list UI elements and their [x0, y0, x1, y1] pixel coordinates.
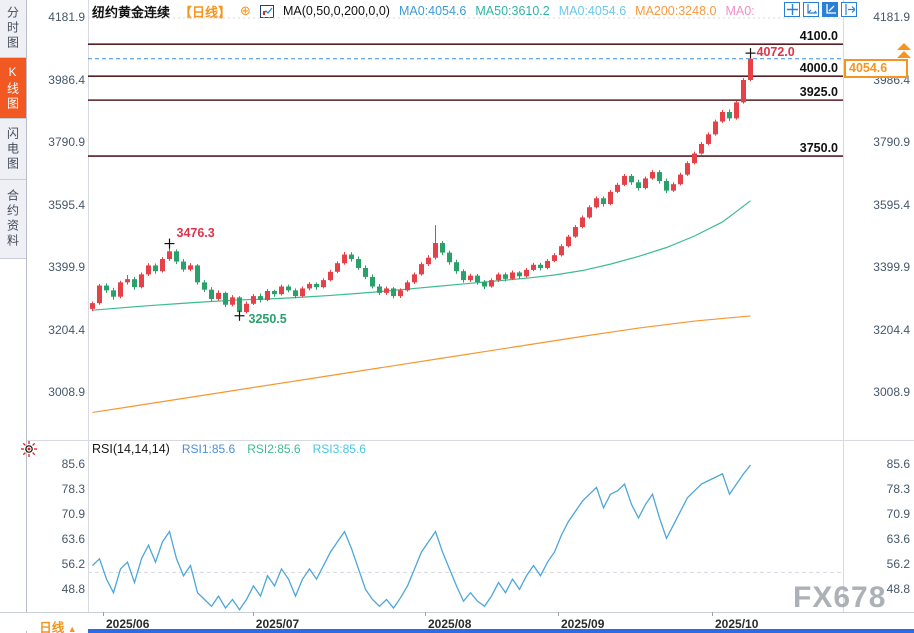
sidebar-tab-contract-info[interactable]: 合约资料 — [0, 180, 26, 259]
tab-label: 分时图 — [5, 6, 20, 51]
rsi-axis-label-left: 56.2 — [61, 556, 85, 571]
price-axis-label-left: 3595.4 — [48, 197, 85, 212]
tab-label: 合约资料 — [5, 189, 20, 249]
month-label: 2025/07 — [255, 617, 300, 631]
current-price-badge: 4054.6 — [844, 59, 908, 78]
sidebar-tab-timeshare[interactable]: 分时图 — [0, 0, 26, 58]
ma0b-value: MA0:4054.6 — [558, 4, 627, 18]
price-annotation: 4072.0 — [756, 45, 795, 60]
rsi-axis-label-right: 56.2 — [886, 556, 910, 571]
triangle-up-icon: ▲ — [67, 624, 77, 633]
period-selector[interactable]: 日线 ▲ — [28, 617, 88, 633]
month-label: 2025/06 — [106, 617, 150, 631]
price-axis-label-right: 3204.4 — [873, 322, 910, 337]
price-axis-label-left: 3790.9 — [48, 135, 85, 149]
hline-label: 3750.0 — [799, 141, 838, 156]
rsi1-value: RSI1:85.6 — [181, 442, 236, 456]
ma0c-value: MA0: — [725, 4, 755, 18]
month-label: 2025/08 — [428, 617, 472, 631]
plot-left-border — [88, 0, 89, 633]
rsi-chart[interactable] — [88, 440, 843, 612]
sidebar-tab-kline[interactable]: K线图 — [0, 58, 26, 119]
month-tick — [103, 612, 104, 616]
move-icon[interactable] — [784, 2, 800, 17]
watermark: FX678 — [793, 581, 887, 614]
month-tick — [425, 612, 426, 616]
price-axis-label-left: 3986.4 — [48, 72, 85, 87]
chart-toolbar — [784, 2, 857, 17]
period-tag[interactable]: 【日线】 — [179, 4, 232, 20]
instrument-title: 纽约黄金连续 — [92, 4, 171, 20]
rsi-axis-label-right: 78.3 — [886, 481, 910, 496]
month-label: 2025/09 — [561, 617, 605, 631]
hline-label: 4100.0 — [799, 29, 838, 44]
price-axis-label-right: 3008.9 — [873, 385, 910, 399]
chart-fit-icon[interactable] — [822, 2, 838, 17]
mini-chart-icon[interactable] — [259, 4, 274, 18]
rsi-axis-label-left: 48.8 — [61, 582, 85, 596]
price-axis-label-right: 3790.9 — [873, 135, 910, 149]
rsi-axis-label-left: 78.3 — [61, 481, 85, 496]
price-axis-label-left: 3008.9 — [48, 385, 85, 399]
month-label: 2025/10 — [715, 617, 759, 631]
ma50-value: MA50:3610.2 — [475, 4, 550, 18]
axis-scale-icon[interactable] — [803, 2, 819, 17]
price-annotation: 3250.5 — [248, 311, 287, 326]
ma-settings-text: MA(0,50,0,200,0,0) — [282, 4, 390, 18]
rsi-axis-label-right: 85.6 — [886, 457, 910, 471]
ma0-value: MA0:4054.6 — [398, 4, 467, 18]
hline-label: 4000.0 — [799, 61, 838, 76]
tab-label: K线图 — [5, 64, 20, 112]
price-annotation: 3476.3 — [176, 225, 215, 240]
rsi-axis-label-left: 70.9 — [61, 506, 85, 521]
price-up-arrow — [897, 51, 911, 58]
price-axis-label-left: 3399.9 — [48, 260, 85, 274]
pane-separator — [27, 440, 914, 441]
bottom-scrollbar[interactable] — [88, 629, 914, 633]
month-tick — [558, 612, 559, 616]
price-up-arrow — [897, 43, 911, 50]
add-indicator-icon[interactable]: ⊕ — [240, 3, 251, 18]
rsi-axis-label-right: 48.8 — [886, 582, 910, 596]
rsi-axis-label-left: 63.6 — [61, 531, 85, 546]
price-axis-label-left: 4181.9 — [48, 10, 85, 24]
period-label: 日线 — [39, 621, 65, 633]
chart-header: 纽约黄金连续 【日线】 ⊕ MA(0,50,0,200,0,0) MA0:405… — [92, 3, 755, 20]
collapse-right-icon[interactable] — [841, 2, 857, 17]
price-axis-label-right: 3399.9 — [873, 260, 910, 274]
rsi2-value: RSI2:85.6 — [247, 442, 301, 456]
plot-right-border — [843, 0, 844, 612]
rsi-settings-text: RSI(14,14,14) — [92, 442, 170, 456]
tab-label: 闪电图 — [5, 126, 20, 172]
rsi3-value: RSI3:85.6 — [312, 442, 366, 456]
price-axis-label-left: 3204.4 — [48, 322, 85, 337]
rsi-header: RSI(14,14,14) RSI1:85.6 RSI2:85.6 RSI3:8… — [92, 442, 366, 456]
chart-mode-sidebar: 分时图 K线图 闪电图 合约资料 — [0, 0, 27, 633]
price-axis-label-right: 3595.4 — [873, 197, 910, 212]
month-tick — [712, 612, 713, 616]
sidebar-tab-lightning[interactable]: 闪电图 — [0, 119, 26, 180]
month-tick — [252, 612, 254, 616]
date-axis — [0, 612, 914, 631]
rsi-axis-label-right: 63.6 — [886, 531, 910, 546]
rsi-axis-label-left: 85.6 — [61, 457, 85, 471]
main-candlestick-chart[interactable] — [88, 0, 843, 440]
price-axis-label-right: 4181.9 — [873, 10, 910, 24]
ma200-value: MA200:3248.0 — [635, 4, 717, 18]
hline-label: 3925.0 — [799, 85, 838, 100]
rsi-axis-label-right: 70.9 — [886, 506, 910, 521]
